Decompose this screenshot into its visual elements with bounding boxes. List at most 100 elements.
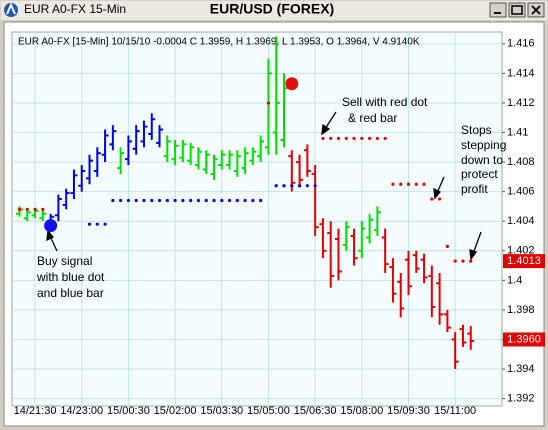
stop-dot	[453, 259, 457, 263]
stop-dot	[461, 259, 465, 263]
close-glyph	[531, 5, 541, 15]
stop-dot	[469, 259, 473, 263]
annotation-text: Stops	[461, 123, 492, 137]
x-tick-label: 15/11:00	[434, 405, 476, 417]
stop-dot	[445, 244, 449, 248]
stop-dot	[25, 207, 29, 211]
signal-dot	[44, 219, 58, 233]
plot-area	[11, 31, 503, 407]
annotation-text: protect	[461, 167, 498, 181]
price-label: 1.4013	[507, 255, 541, 267]
arrow-head	[321, 123, 331, 136]
annotations: Buy signal with blue dot and blue bar Se…	[36, 95, 506, 300]
x-tick-label: 15/06:30	[294, 405, 337, 417]
y-tick-label: 1.398	[507, 304, 535, 316]
stop-dot	[251, 198, 255, 203]
stop-dot	[321, 136, 325, 141]
stop-dot	[17, 207, 22, 211]
maximize-glyph	[511, 5, 523, 15]
y-tick-label: 1.394	[507, 363, 535, 375]
y-tick-label: 1.404	[507, 215, 535, 227]
stop-dot	[33, 207, 37, 211]
stop-dot	[134, 198, 138, 203]
stop-dot	[227, 198, 232, 203]
y-tick-label: 1.4	[507, 274, 522, 286]
y-tick-label: 1.416	[507, 38, 535, 50]
x-tick-label: 15/00:30	[107, 405, 150, 417]
header-info: EUR A0-FX [15-Min] 10/15/10 -0.0004 C 1.…	[18, 37, 420, 48]
annotation-text: down to	[461, 153, 503, 167]
annotation-text: stepping	[461, 138, 506, 152]
y-tick-label: 1.392	[507, 393, 535, 405]
price-label: 1.3960	[507, 333, 541, 345]
stop-dot	[414, 182, 418, 186]
arrow-head	[46, 229, 55, 242]
stop-dot	[95, 222, 99, 226]
x-tick-label: 15/05:00	[247, 405, 290, 417]
title-bar	[1, 1, 547, 20]
x-tick-label: 15/03:30	[200, 405, 243, 417]
stop-dot	[259, 198, 263, 203]
stop-dot	[352, 136, 356, 141]
stop-dot	[406, 182, 411, 186]
stop-dot	[391, 182, 395, 186]
stop-dot	[126, 198, 131, 203]
stop-dot	[103, 222, 107, 226]
stop-dot	[87, 222, 92, 226]
stop-dot	[383, 136, 387, 141]
x-tick-label: 14/23:00	[60, 405, 103, 417]
arrow	[324, 111, 337, 130]
stop-dot	[274, 184, 278, 188]
stop-dot	[336, 136, 341, 141]
stop-dot	[204, 198, 208, 203]
stop-dot	[438, 197, 442, 201]
stop-dot	[150, 198, 154, 203]
arrow	[436, 176, 445, 194]
arrow-head	[469, 249, 478, 261]
y-tick-label: 1.402	[507, 245, 535, 257]
annotation-text: with blue dot	[36, 270, 105, 284]
arrow	[472, 231, 482, 255]
window-title: EUR A0-FX 15-Min	[24, 2, 126, 16]
stop-dot	[305, 184, 309, 188]
annotation-text: Sell with red dot	[342, 95, 428, 109]
annotation-text: Buy signal	[37, 254, 92, 268]
x-tick-label: 14/21:30	[14, 405, 57, 417]
y-tick-label: 1.406	[507, 186, 535, 198]
stop-dot	[212, 198, 216, 203]
stop-dot	[399, 182, 403, 186]
y-tick-label: 1.414	[507, 67, 535, 79]
stop-dot	[41, 207, 45, 211]
stop-dot	[282, 184, 286, 188]
stop-dot	[422, 182, 426, 186]
stop-dot	[189, 198, 193, 203]
app-icon-glyph	[6, 2, 16, 15]
x-tick-label: 15/09:30	[387, 405, 430, 417]
stop-dot	[235, 198, 239, 203]
stop-dot	[165, 198, 169, 203]
stop-dot	[313, 184, 317, 188]
stop-dot	[266, 101, 271, 105]
minimize-button[interactable]	[489, 2, 507, 18]
stop-dot	[290, 184, 294, 188]
chart-title: EUR/USD (FOREX)	[210, 1, 334, 17]
arrow-head	[433, 187, 442, 200]
stop-dot	[375, 136, 379, 141]
annotation-text: and blue bar	[37, 286, 104, 300]
x-tick-label: 15/02:00	[154, 405, 197, 417]
annotation-text: profit	[461, 182, 488, 196]
arrows	[46, 111, 482, 261]
stop-dot	[344, 136, 348, 141]
stop-dot	[430, 197, 434, 201]
window-buttons	[489, 2, 545, 18]
stop-dot	[142, 198, 146, 203]
stop-dot	[360, 136, 364, 141]
y-tick-label: 1.41	[507, 126, 528, 138]
stop-dot	[157, 198, 162, 203]
stop-dot	[111, 198, 115, 203]
y-tick-label: 1.412	[507, 97, 535, 109]
stop-dot	[196, 198, 201, 203]
stop-dot	[243, 198, 247, 203]
stop-dot	[220, 198, 224, 203]
